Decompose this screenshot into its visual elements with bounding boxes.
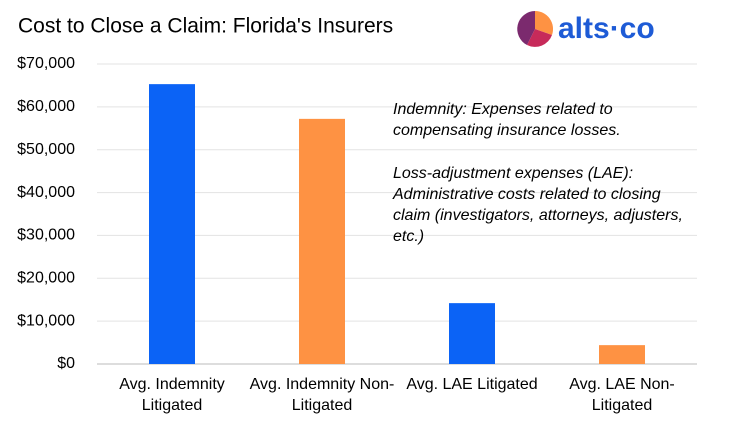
x-tick-label: Avg. Indemnity Non-Litigated (249, 376, 395, 414)
y-tick-label: $50,000 (17, 141, 75, 158)
y-tick-label: $20,000 (17, 270, 75, 287)
bar (149, 84, 195, 365)
y-tick-label: $40,000 (17, 184, 75, 201)
annotation: compensating insurance losses. (393, 122, 621, 139)
x-tick-label: Avg. LAE Non-Litigated (569, 376, 675, 414)
y-tick-label: $10,000 (17, 312, 75, 329)
logo-icon (517, 10, 554, 47)
bar (449, 303, 495, 364)
annotation: claim (investigators, attorneys, adjuste… (393, 207, 683, 224)
y-tick-label: $0 (57, 355, 75, 372)
y-tick-label: $30,000 (17, 227, 75, 244)
x-tick-label: Avg. LAE Litigated (406, 376, 538, 393)
annotation: Administrative costs related to closing (393, 186, 661, 203)
y-tick-label: $70,000 (17, 55, 75, 72)
chart-title: Cost to Close a Claim: Florida's Insurer… (18, 15, 393, 38)
logo-text: alts·co (558, 12, 655, 45)
bar (299, 118, 345, 364)
x-tick-label: Avg. Indemnity Litigated (119, 376, 225, 414)
y-tick-label: $60,000 (17, 98, 75, 115)
annotation: Loss-adjustment expenses (LAE): (393, 165, 634, 182)
annotation: etc.) (393, 228, 425, 245)
bar (599, 345, 645, 364)
annotation: Indemnity: Expenses related to (393, 101, 613, 118)
